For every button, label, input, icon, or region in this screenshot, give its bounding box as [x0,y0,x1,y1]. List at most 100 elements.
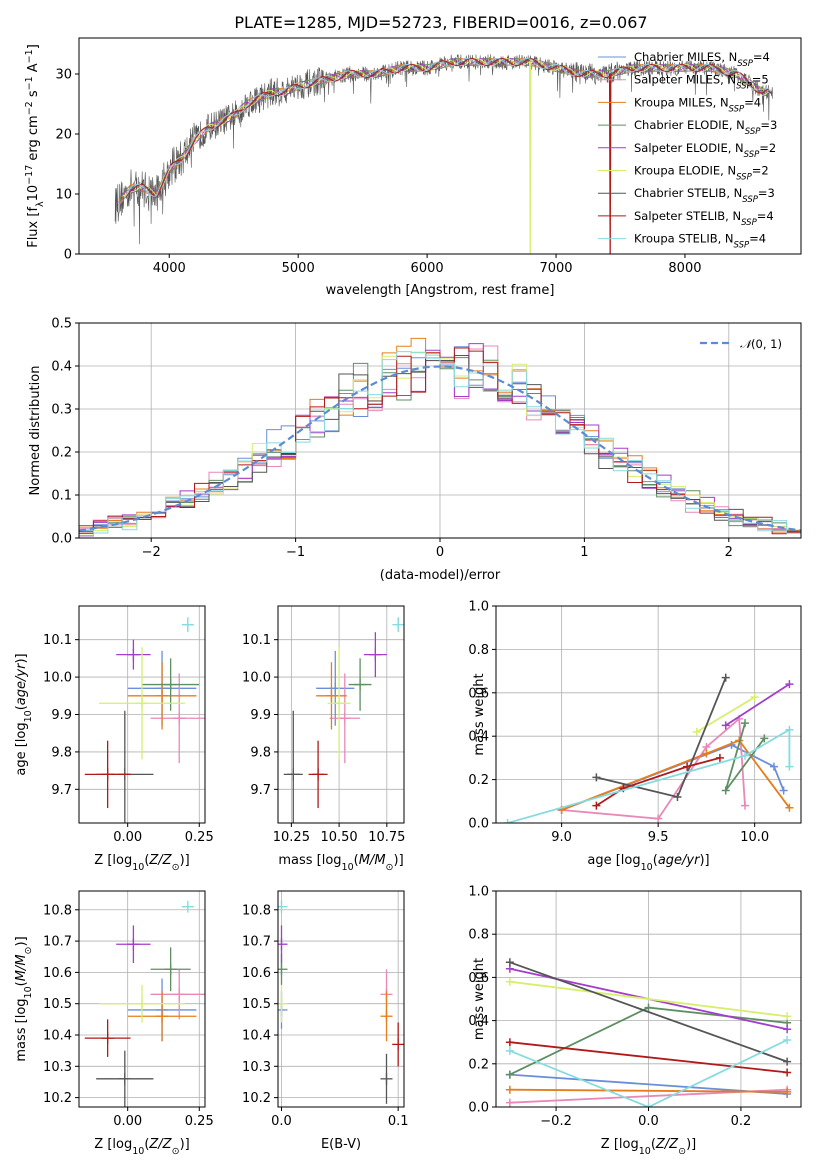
age-vs-Z-plot-area [84,617,205,823]
y-tick-label: 10.8 [242,903,271,918]
y-tick-label: 10.5 [242,997,271,1012]
mass-weight-marker [644,1103,653,1107]
legend-label: Chabrier STELIB, NSSP=3 [634,186,775,205]
x-tick-label: 8000 [668,261,701,276]
mass-weight-vs-Z-plot-area [505,958,792,1107]
legend-label: Chabrier ELODIE, NSSP=3 [634,118,777,137]
legend-label: Kroupa ELODIE, NSSP=2 [634,164,769,183]
axis-label: mass [log10(M/M⊙)] [278,853,403,873]
y-tick-label: 1.0 [468,885,489,900]
errorbar-point [99,647,185,760]
model-spectrum-line [122,57,769,200]
errorbar-point [278,984,288,1023]
y-tick-label: 0.1 [51,489,72,504]
legend-label: Kroupa STELIB, NSSP=4 [634,232,766,251]
mass-weight-marker [721,673,730,682]
spectrum-panel: 4000 5000 6000 7000 8000 0 10 20 30 wavelength [A… [24,37,802,298]
x-tick-label: 0.25 [185,830,214,845]
y-tick-label: 10.6 [242,966,271,981]
y-tick-label: 0.4 [51,360,72,375]
errorbar-point [99,984,185,1023]
mass-weight-marker [505,1098,514,1107]
errorbar-point [278,925,288,963]
errorbar-point [142,658,200,711]
errorbar-point [150,673,205,764]
axes-frame [495,605,802,824]
errorbar-point [348,658,372,711]
y-tick-label: 10.0 [242,671,271,686]
errorbar-point [380,1053,393,1104]
x-tick-label: 10.75 [368,830,405,845]
x-tick-label: 0.0 [638,1114,659,1129]
y-tick-label: 9.7 [51,783,72,798]
errorbar-point [150,947,191,992]
model-spectrum-line [121,57,769,197]
y-tick-label: 1.0 [468,600,489,615]
x-tick-label: 7000 [539,261,572,276]
mass-weight-marker [715,753,724,762]
age-vs-Z-panel: 0.00 0.25 9.7 9.8 9.9 10.0 10.1 Z [log10(Z/Z⊙)]… [14,605,214,873]
mass-weight-marker [750,693,759,702]
y-tick-label: 10.1 [43,633,72,648]
y-tick-label: 0.2 [468,773,489,788]
axis-label: Z [log10(Z/Z⊙)] [94,1137,189,1157]
x-tick-label: 0.1 [388,1114,409,1129]
y-tick-label: 0 [64,248,72,263]
y-tick-label: 10.7 [242,935,271,950]
errorbar-point [329,673,361,764]
x-tick-label: 9.0 [551,830,572,845]
x-tick-label: −0.2 [540,1114,572,1129]
mass-weight-marker [592,773,601,782]
errorbar-point [363,632,387,678]
x-tick-label: 9.5 [648,830,669,845]
x-tick-label: 0.0 [271,1114,292,1129]
y-tick-label: 20 [55,128,72,143]
x-tick-label: 0.00 [113,830,142,845]
mass-weight-marker [721,786,730,795]
y-tick-label: 9.9 [250,708,271,723]
mass-weight-line [509,1088,788,1093]
errorbar-point [327,647,351,760]
y-tick-label: 10.2 [43,1091,72,1106]
mass-weight-marker [783,1057,792,1066]
y-tick-label: 0.5 [51,317,72,332]
errorbar-point [96,1050,154,1107]
legend-label: Chabrier MILES, NSSP=4 [634,50,770,69]
mass-weight-marker [760,734,769,743]
y-tick-label: 10.8 [43,903,72,918]
x-tick-label: −2 [142,545,161,560]
y-tick-label: 9.7 [250,783,271,798]
y-tick-label: 0.4 [468,1014,489,1029]
mass-weight-marker [692,727,701,736]
x-tick-label: 0.25 [185,1114,214,1129]
x-tick-label: 0.00 [113,1114,142,1129]
y-tick-label: 10.5 [43,997,72,1012]
axes-frame [78,890,206,1108]
x-tick-label: 5000 [282,261,315,276]
axis-label: wavelength [Angstrom, rest frame] [326,283,555,298]
mass-weight-marker [673,792,682,801]
y-tick-label: 0.3 [51,403,72,418]
mass-weight-marker [592,801,601,810]
axes-frame [78,37,802,255]
mass-weight-marker [505,1070,514,1079]
y-tick-label: 0.6 [468,971,489,986]
y-tick-label: 10.0 [43,671,72,686]
mass-weight-marker [503,819,512,823]
legend-label: Kroupa MILES, NSSP=4 [634,95,761,114]
y-tick-label: 10 [55,188,72,203]
axis-label: mass weight [472,673,487,755]
mass-weight-line [509,961,788,1063]
mass-weight-marker [741,719,750,728]
model-dropout-line [608,73,612,254]
y-tick-label: 0.2 [51,446,72,461]
y-tick-label: 9.8 [51,745,72,760]
mass-weight-line [509,1039,788,1107]
residual-distribution-panel: −2 −1 0 1 2 0.0 0.1 0.2 0.3 0.4 0.5 𝒩(0, 1) (data-mo… [28,317,802,583]
axis-label: mass [log10(M/M⊙)] [14,936,34,1061]
y-tick-label: 10.2 [242,1091,271,1106]
errorbar-point [380,991,393,1042]
mass-weight-marker [785,680,794,689]
errorbar-point [316,662,347,730]
legend-label: Salpeter STELIB, NSSP=4 [634,209,774,228]
